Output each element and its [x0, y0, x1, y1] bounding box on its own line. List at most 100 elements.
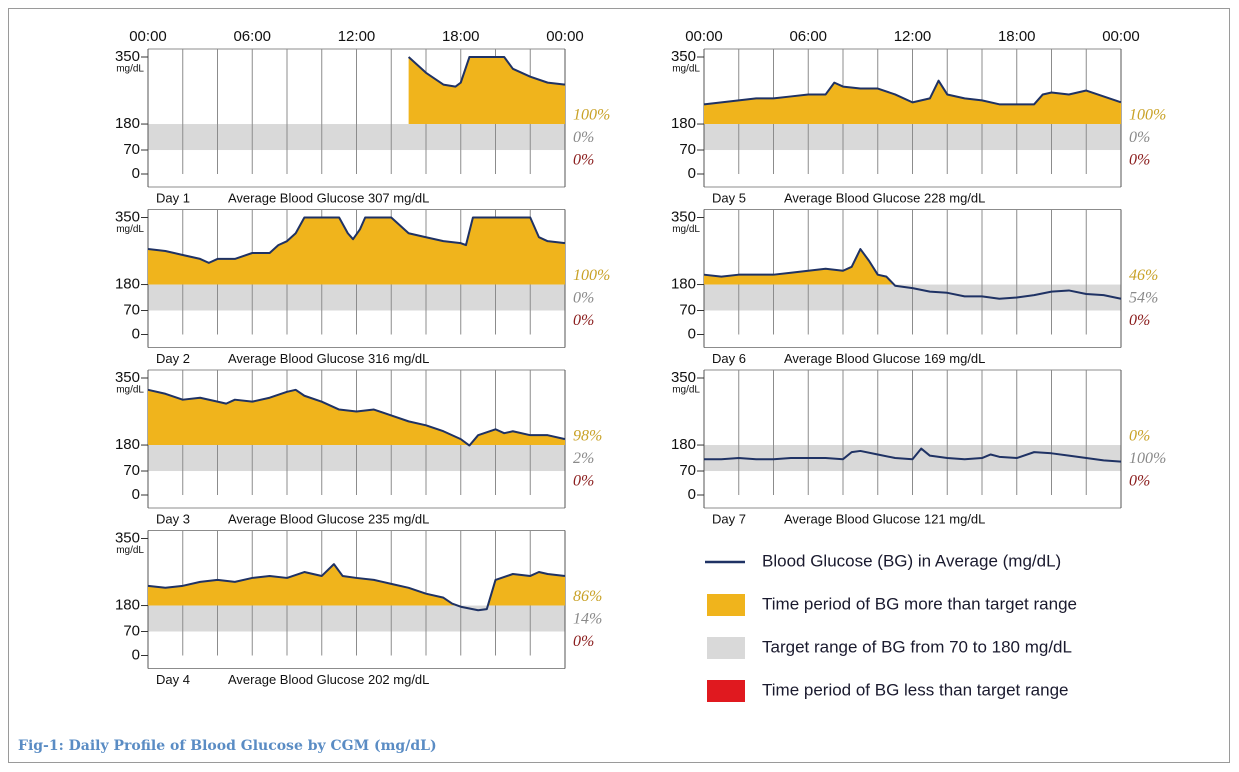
time-in-range: 0% [573, 473, 594, 490]
legend-label: Time period of BG less than target range [762, 680, 1068, 699]
time-in-range: 54% [1129, 290, 1158, 307]
y-tick-label: 0 [132, 646, 140, 663]
x-tick-label: 00:00 [685, 28, 723, 45]
x-tick-label: 00:00 [546, 28, 584, 45]
panel-title: Average Blood Glucose 316 mg/dL [228, 351, 429, 366]
y-tick-label: 350 [115, 48, 140, 65]
time-in-range: 0% [573, 152, 594, 169]
y-tick-label: 70 [679, 462, 696, 479]
y-unit: mg/dL [116, 385, 144, 396]
time-in-range: 0% [573, 312, 594, 329]
time-in-range: 100% [1129, 450, 1166, 467]
day-label: Day 7 [712, 511, 746, 526]
x-tick-label: 06:00 [789, 28, 827, 45]
y-tick-label: 180 [671, 276, 696, 293]
figure-border [8, 8, 1230, 763]
y-tick-label: 70 [123, 622, 140, 639]
day-label: Day 2 [156, 351, 190, 366]
y-unit: mg/dL [672, 224, 700, 235]
legend-swatch [707, 594, 745, 616]
time-in-range: 100% [573, 267, 610, 284]
glucose-line [147, 388, 566, 447]
day-label: Day 3 [156, 511, 190, 526]
y-tick-label: 70 [123, 301, 140, 318]
legend-label: Target range of BG from 70 to 180 mg/dL [762, 637, 1072, 656]
above-range-area [148, 564, 565, 606]
y-unit: mg/dL [116, 545, 144, 556]
legend-label: Time period of BG more than target range [762, 594, 1077, 613]
y-unit: mg/dL [672, 64, 700, 75]
time-in-range: 0% [1129, 312, 1150, 329]
time-in-range: 98% [573, 428, 602, 445]
x-tick-label: 18:00 [442, 28, 480, 45]
y-unit: mg/dL [116, 224, 144, 235]
panel-title: Average Blood Glucose 121 mg/dL [784, 511, 985, 526]
x-tick-label: 18:00 [998, 28, 1036, 45]
legend-swatch [707, 680, 745, 702]
y-tick-label: 70 [123, 462, 140, 479]
y-unit: mg/dL [116, 64, 144, 75]
day-label: Day 1 [156, 190, 190, 205]
y-tick-label: 180 [115, 597, 140, 614]
time-in-range: 100% [1129, 107, 1166, 124]
panel-title: Average Blood Glucose 202 mg/dL [228, 672, 429, 687]
y-tick-label: 0 [132, 165, 140, 182]
time-in-range: 0% [1129, 152, 1150, 169]
above-range-area [704, 445, 1121, 446]
day-label: Day 6 [712, 351, 746, 366]
time-in-range: 2% [573, 450, 594, 467]
y-tick-label: 180 [115, 276, 140, 293]
time-in-range: 86% [573, 588, 602, 605]
caption: Fig-1: Daily Profile of Blood Glucose by… [18, 738, 437, 754]
y-tick-label: 350 [115, 369, 140, 386]
y-tick-label: 180 [115, 115, 140, 132]
x-tick-label: 00:00 [1102, 28, 1140, 45]
y-tick-label: 350 [671, 48, 696, 65]
time-in-range: 46% [1129, 267, 1158, 284]
above-range-area [704, 249, 1121, 285]
glucose-line [703, 79, 1122, 106]
panel-title: Average Blood Glucose 169 mg/dL [784, 351, 985, 366]
legend-swatch [707, 637, 745, 659]
y-tick-label: 180 [671, 436, 696, 453]
time-in-range: 0% [1129, 129, 1150, 146]
x-tick-label: 06:00 [233, 28, 271, 45]
y-tick-label: 70 [679, 301, 696, 318]
panel-title: Average Blood Glucose 228 mg/dL [784, 190, 985, 205]
y-tick-label: 0 [688, 486, 696, 503]
glucose-line [147, 216, 566, 264]
above-range-area [148, 389, 565, 446]
x-tick-label: 12:00 [338, 28, 376, 45]
time-in-range: 0% [1129, 473, 1150, 490]
glucose-line [407, 56, 566, 88]
y-tick-label: 70 [679, 141, 696, 158]
above-range-area [148, 217, 565, 285]
above-range-area [408, 57, 565, 125]
y-tick-label: 350 [115, 208, 140, 225]
time-in-range: 14% [573, 611, 602, 628]
y-tick-label: 180 [671, 115, 696, 132]
glucose-line [704, 447, 1122, 463]
glucose-line [703, 248, 1122, 300]
x-tick-label: 00:00 [129, 28, 167, 45]
time-in-range: 0% [573, 633, 594, 650]
time-in-range: 100% [573, 107, 610, 124]
legend-label: Blood Glucose (BG) in Average (mg/dL) [762, 551, 1061, 570]
y-tick-label: 0 [132, 325, 140, 342]
y-tick-label: 350 [671, 208, 696, 225]
day-label: Day 5 [712, 190, 746, 205]
panel-title: Average Blood Glucose 307 mg/dL [228, 190, 429, 205]
y-unit: mg/dL [672, 385, 700, 396]
time-in-range: 0% [1129, 428, 1150, 445]
panel-title: Average Blood Glucose 235 mg/dL [228, 511, 429, 526]
x-tick-label: 12:00 [894, 28, 932, 45]
y-tick-label: 350 [671, 369, 696, 386]
y-tick-label: 180 [115, 436, 140, 453]
y-tick-label: 70 [123, 141, 140, 158]
y-tick-label: 0 [132, 486, 140, 503]
glucose-line [147, 563, 566, 612]
y-tick-label: 350 [115, 529, 140, 546]
day-label: Day 4 [156, 672, 190, 687]
